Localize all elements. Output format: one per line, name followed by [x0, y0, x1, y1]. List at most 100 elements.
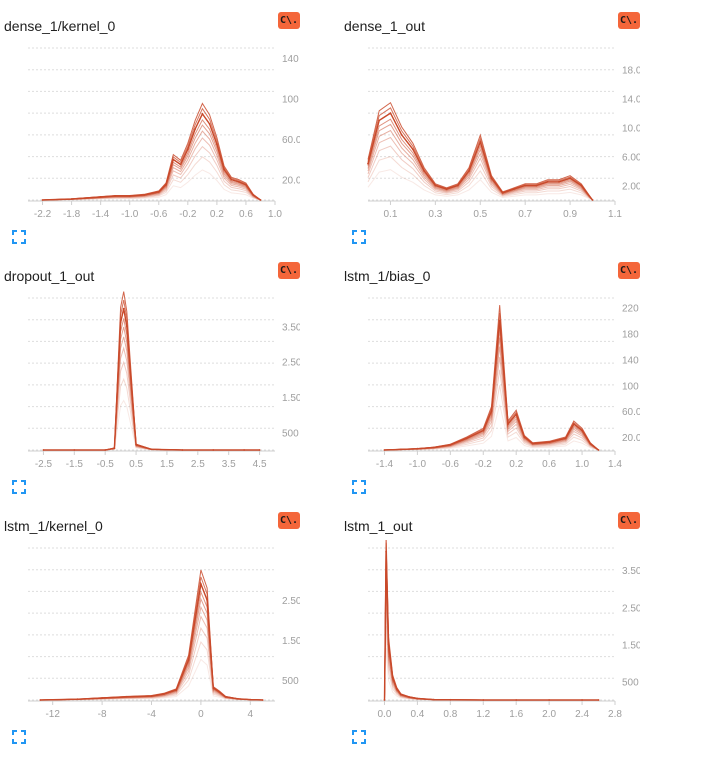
- data-download-button[interactable]: C\.: [618, 12, 640, 29]
- data-download-button[interactable]: C\.: [278, 12, 300, 29]
- expand-icon[interactable]: [352, 730, 366, 744]
- data-point: [591, 199, 594, 201]
- x-tick-label: -1.8: [63, 209, 81, 220]
- data-point: [215, 143, 218, 146]
- data-point: [206, 599, 208, 601]
- chart-card-lstm-out: lstm_1_out C\. 0.0 0.4 0.8 1.2 1.6 2.0 2.4 2.8 5…: [340, 500, 680, 750]
- x-tick-label: -0.2: [179, 209, 197, 220]
- data-point: [125, 695, 128, 698]
- histogram-series-line: [40, 615, 263, 701]
- data-point: [391, 676, 394, 679]
- data-point: [531, 442, 534, 445]
- y-tick-label: 18.0: [622, 66, 640, 77]
- data-point: [490, 177, 493, 180]
- histogram-series-line: [40, 640, 263, 701]
- data-point: [569, 177, 571, 180]
- data-download-button[interactable]: C\.: [278, 262, 300, 279]
- y-tick-label: 100: [282, 95, 299, 106]
- data-point: [383, 699, 386, 701]
- data-point: [230, 178, 233, 181]
- x-tick-label: 1.0: [268, 209, 282, 220]
- data-point: [456, 184, 459, 187]
- data-point: [243, 449, 246, 451]
- data-point: [479, 141, 482, 143]
- histogram-series-line: [367, 107, 593, 201]
- y-tick-label: 60.0: [622, 407, 640, 418]
- histogram-chart: -1.4 -1.0 -0.6 -0.2 0.2 0.6 1.0 1.4 20.0 60.0 100 1…: [368, 297, 640, 470]
- chart-card-lstm-kernel: lstm_1/kernel_0 C\. -12 -8 -4 0 4 500 1.50e+3 2…: [0, 500, 340, 750]
- x-tick-label: -0.6: [150, 209, 168, 220]
- x-tick-label: -0.2: [475, 459, 493, 470]
- x-tick-label: 0.9: [563, 209, 577, 220]
- data-point: [515, 699, 518, 701]
- data-point: [408, 696, 411, 698]
- data-point: [39, 699, 42, 701]
- histogram-series-line: [43, 360, 260, 451]
- data-download-button[interactable]: C\.: [618, 262, 640, 279]
- histogram-series-line: [42, 130, 261, 201]
- data-point: [416, 447, 419, 450]
- histogram-series-line: [384, 562, 599, 701]
- data-point: [423, 170, 426, 172]
- histogram-main-line: [40, 581, 263, 701]
- data-point: [135, 443, 137, 446]
- histogram-series-line: [43, 299, 260, 451]
- data-point: [259, 199, 262, 201]
- x-tick-label: 1.5: [160, 459, 174, 470]
- chart-title: dropout_1_out: [4, 268, 95, 284]
- x-tick-label: 3.5: [222, 459, 236, 470]
- chart-card-dense-kernel: dense_1/kernel_0 C\. -2.2 -1.8 -1.4 -1.0 -0.…: [0, 0, 340, 250]
- data-download-button[interactable]: C\.: [618, 512, 640, 529]
- data-point: [482, 699, 485, 701]
- data-point: [122, 307, 125, 310]
- histogram-series-line: [384, 581, 599, 701]
- expand-icon[interactable]: [352, 230, 366, 244]
- y-tick-label: 140: [282, 54, 299, 65]
- y-tick-label: 14.0: [622, 95, 640, 106]
- expand-icon[interactable]: [12, 730, 26, 744]
- histogram-series-line: [43, 399, 260, 451]
- histogram-series-line: [42, 107, 261, 201]
- x-tick-label: 0: [198, 709, 204, 720]
- histogram-series-line: [43, 326, 260, 451]
- data-point: [597, 449, 600, 451]
- data-point: [465, 437, 468, 440]
- data-point: [581, 429, 583, 432]
- histogram-series-line: [367, 123, 593, 201]
- x-tick-label: 1.4: [608, 459, 622, 470]
- data-point: [212, 687, 215, 689]
- expand-icon[interactable]: [12, 230, 26, 244]
- histogram-series-line: [42, 156, 261, 201]
- data-download-button[interactable]: C\.: [278, 512, 300, 529]
- histogram-series-line: [43, 336, 260, 451]
- x-tick-label: 0.8: [443, 709, 457, 720]
- chart-title: lstm_1/bias_0: [344, 268, 431, 284]
- histogram-series-line: [367, 101, 593, 201]
- histogram-series-line: [40, 597, 263, 701]
- histogram-series-line: [367, 169, 593, 201]
- x-tick-label: -12: [45, 709, 60, 720]
- chart-title: dense_1_out: [344, 18, 425, 34]
- histogram-chart: -12 -8 -4 0 4 500 1.50e+3 2.50e+3: [28, 547, 300, 720]
- x-tick-label: 2.8: [608, 709, 622, 720]
- x-tick-label: -2.2: [34, 209, 52, 220]
- chart-card-lstm-bias: lstm_1/bias_0 C\. -1.4 -1.0 -0.6 -0.2 0.2 0.6…: [340, 250, 680, 500]
- data-point: [194, 128, 196, 130]
- data-point: [546, 181, 549, 183]
- y-tick-label: 1.50e+3: [622, 640, 640, 651]
- y-tick-label: 6.00: [622, 153, 640, 164]
- x-tick-label: 1.2: [476, 709, 490, 720]
- data-point: [99, 196, 102, 198]
- data-point: [490, 410, 493, 413]
- data-point: [498, 319, 501, 322]
- histogram-series-line: [384, 369, 599, 451]
- expand-icon[interactable]: [352, 480, 366, 494]
- x-tick-label: -1.0: [409, 459, 427, 470]
- expand-icon[interactable]: [12, 480, 26, 494]
- x-tick-label: 0.5: [129, 459, 143, 470]
- data-point: [557, 181, 560, 183]
- data-point: [434, 184, 437, 187]
- x-tick-label: -0.6: [442, 459, 460, 470]
- data-point: [128, 195, 131, 197]
- histogram-series-line: [40, 626, 263, 701]
